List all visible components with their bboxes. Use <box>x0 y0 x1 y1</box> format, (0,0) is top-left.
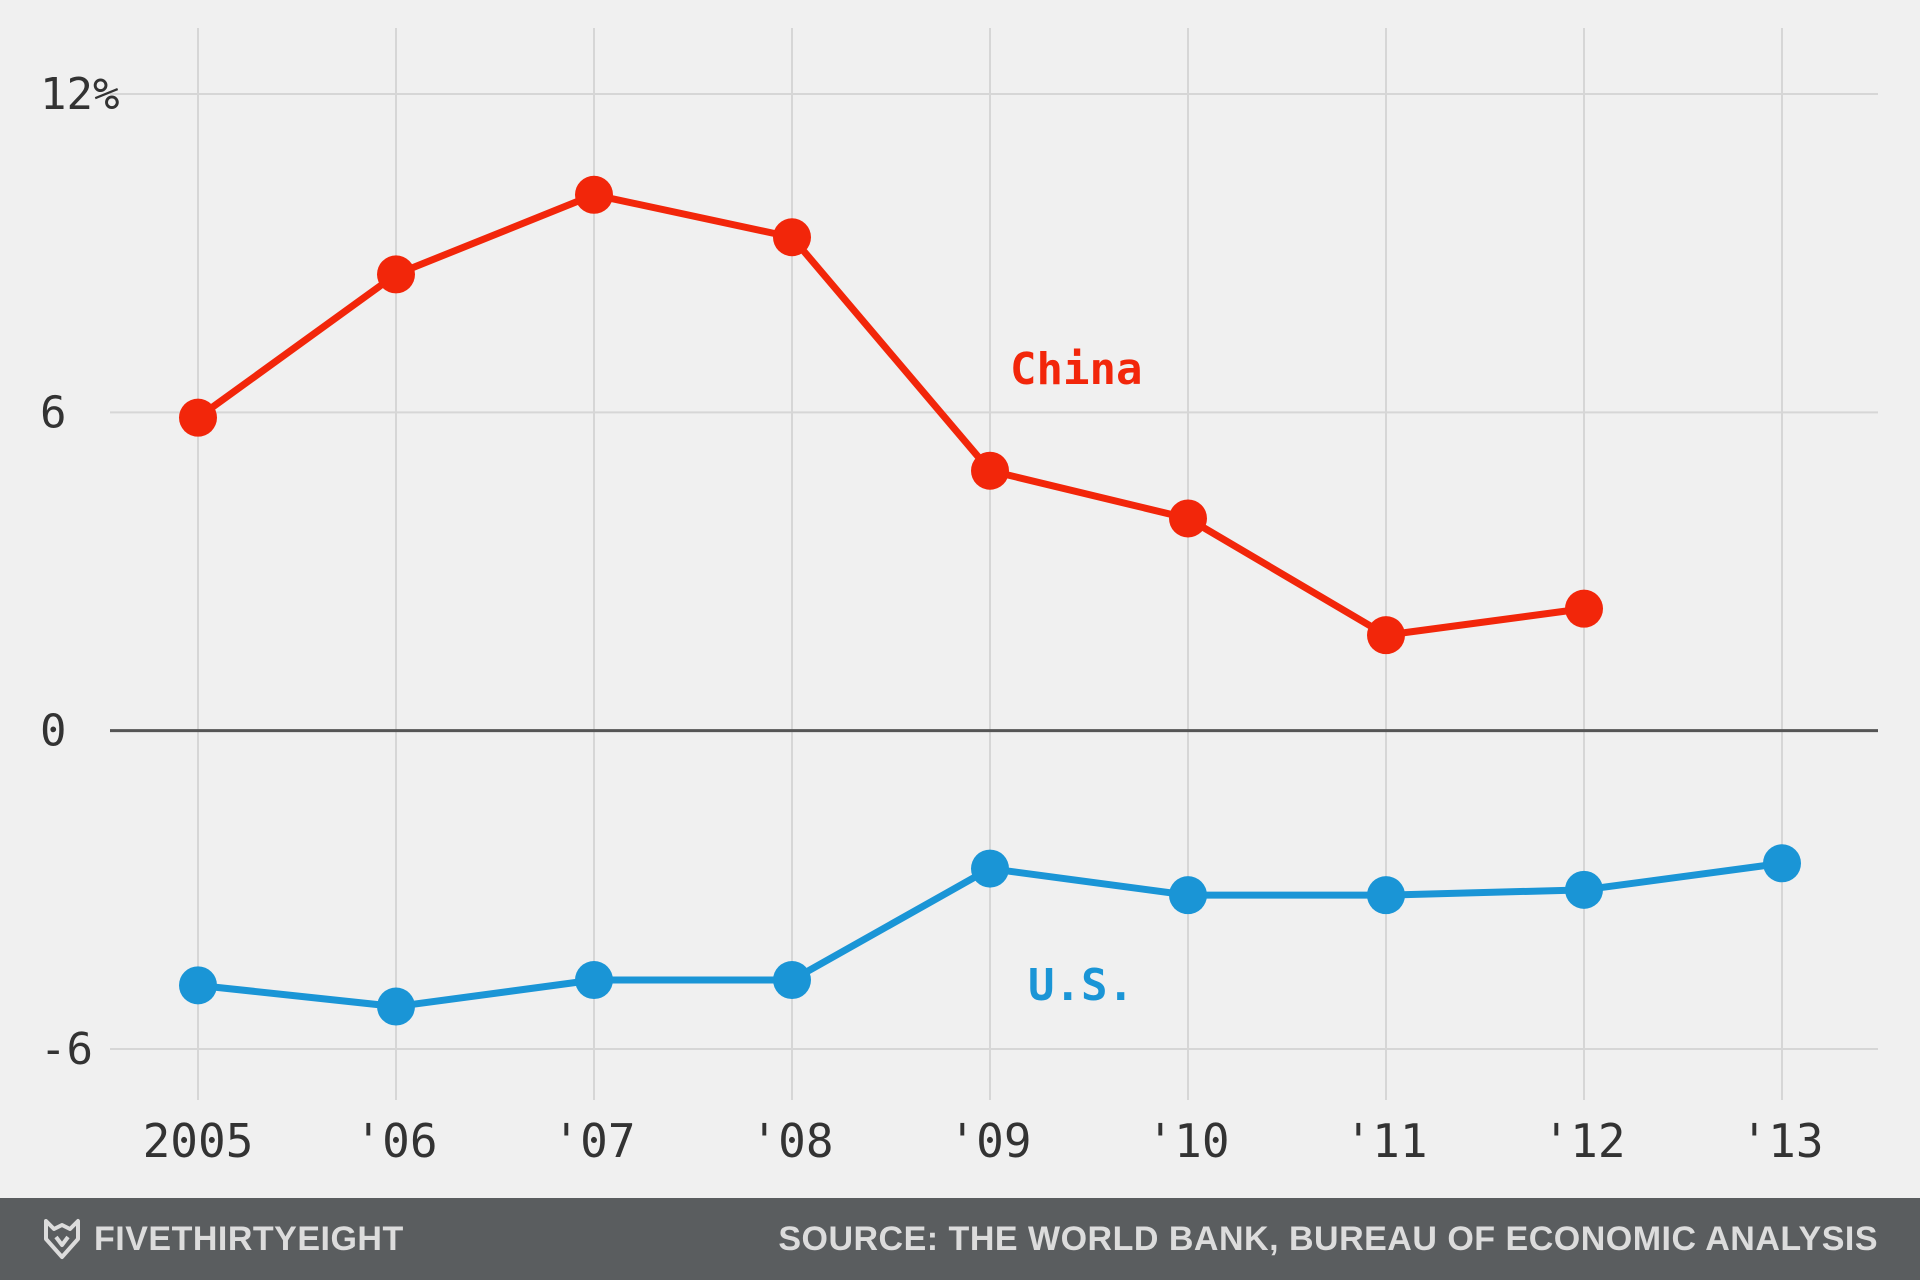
y-tick-label: 6 <box>40 387 67 438</box>
y-tick-label: 12% <box>40 69 119 120</box>
x-tick-label: '08 <box>750 1114 833 1168</box>
y-tick-label: -6 <box>40 1024 93 1075</box>
x-tick-label: '07 <box>552 1114 635 1168</box>
data-point <box>773 961 811 1000</box>
fox-logo-icon <box>44 1219 80 1259</box>
data-point <box>1367 876 1405 915</box>
data-point <box>377 987 415 1026</box>
x-tick-label: '06 <box>354 1114 437 1168</box>
data-point <box>971 451 1009 490</box>
x-tick-label: 2005 <box>143 1114 254 1168</box>
data-point <box>1565 870 1603 909</box>
data-point <box>1169 499 1207 538</box>
series-line <box>195 191 1585 639</box>
data-point <box>773 218 811 257</box>
data-point <box>1367 616 1405 655</box>
x-tick-label: '13 <box>1740 1114 1823 1168</box>
data-point <box>1763 844 1801 883</box>
brand: FIVETHIRTYEIGHT <box>42 1198 404 1280</box>
x-tick-label: '09 <box>948 1114 1031 1168</box>
brand-name: FIVETHIRTYEIGHT <box>94 1219 404 1258</box>
footer-bar: FIVETHIRTYEIGHT SOURCE: THE WORLD BANK, … <box>0 1198 1920 1280</box>
data-point <box>575 175 613 214</box>
series-label: U.S. <box>1028 960 1134 1011</box>
y-tick-label: 0 <box>40 706 67 757</box>
x-tick-label: '11 <box>1344 1114 1427 1168</box>
source-note: SOURCE: THE WORLD BANK, BUREAU OF ECONOM… <box>778 1219 1878 1258</box>
chart-plot: -6 0 6 12% 2005 '06 '07 '08 '09 '10 '11 '12 '13 China… <box>40 28 1878 1168</box>
data-point <box>1565 589 1603 628</box>
x-tick-label: '12 <box>1542 1114 1625 1168</box>
series-label: China <box>1010 344 1142 395</box>
x-tick-label: '10 <box>1146 1114 1229 1168</box>
data-point <box>575 961 613 1000</box>
data-point <box>971 849 1009 888</box>
data-point <box>179 966 217 1005</box>
data-point <box>377 255 415 294</box>
data-point <box>1169 876 1207 915</box>
data-point <box>179 398 217 437</box>
